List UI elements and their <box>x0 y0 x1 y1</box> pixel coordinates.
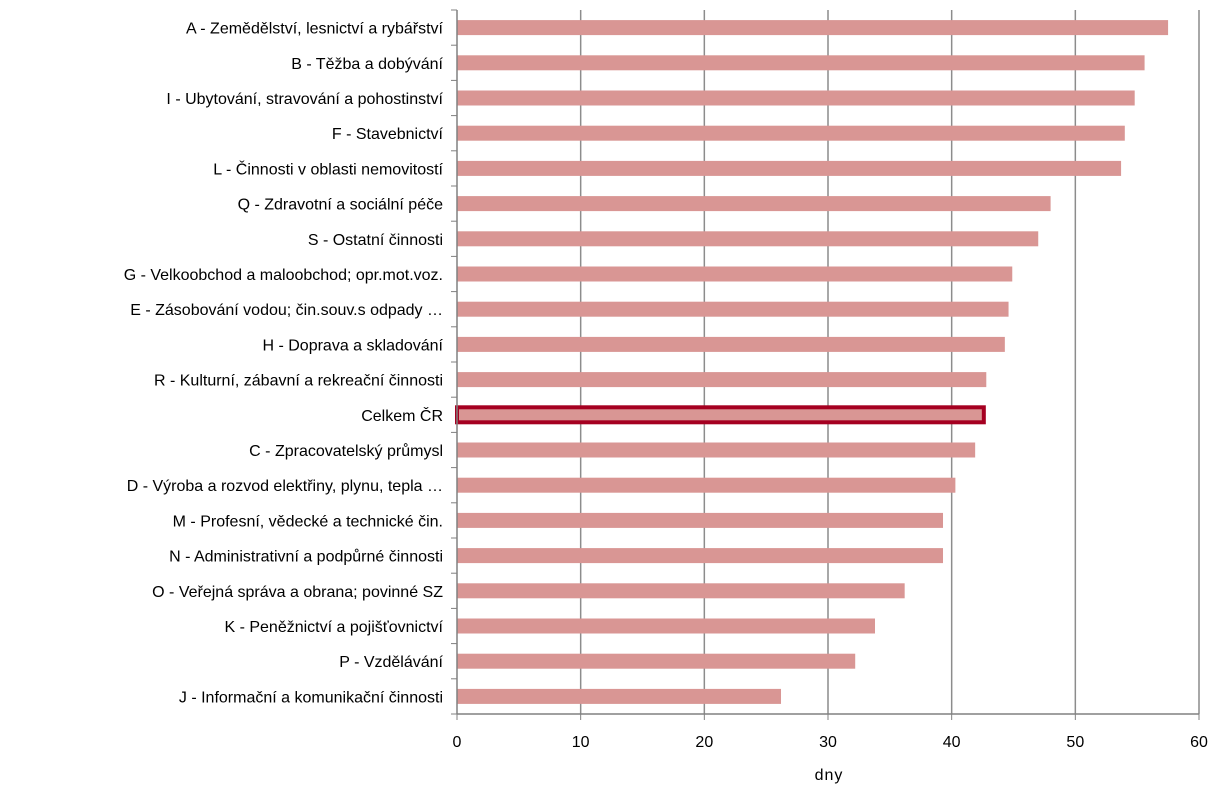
bar-3 <box>457 125 1125 141</box>
x-tick-label-1: 10 <box>572 734 590 751</box>
category-label-11: Celkem ČR <box>361 406 443 425</box>
category-label-1: B - Těžba a dobývání <box>291 56 443 73</box>
bar-5 <box>457 196 1051 212</box>
bar-12 <box>457 442 976 458</box>
bar-10 <box>457 372 987 388</box>
x-tick-label-5: 50 <box>1066 734 1084 751</box>
axes <box>451 9 1200 720</box>
bar-8 <box>457 301 1009 317</box>
x-axis-title: dny <box>815 767 844 784</box>
category-label-18: P - Vzdělávání <box>339 654 443 671</box>
category-label-17: K - Peněžnictví a pojišťovnictví <box>224 619 443 636</box>
bar-7 <box>457 266 1013 282</box>
x-tick-label-2: 20 <box>695 734 713 751</box>
bar-0 <box>457 20 1169 36</box>
x-tick-labels: 0 10 20 30 40 50 60 <box>453 734 1208 751</box>
bar-2 <box>457 90 1135 106</box>
bar-15 <box>457 548 944 564</box>
category-label-0: A - Zemědělství, lesnictví a rybářství <box>186 21 444 38</box>
category-label-2: I - Ubytování, stravování a pohostinství <box>166 91 443 108</box>
category-label-10: R - Kulturní, zábavní a rekreační činnos… <box>154 373 443 390</box>
category-label-13: D - Výroba a rozvod elektřiny, plynu, te… <box>127 478 443 495</box>
category-label-7: G - Velkoobchod a maloobchod; opr.mot.vo… <box>124 267 443 284</box>
category-label-3: F - Stavebnictví <box>332 126 444 143</box>
category-label-14: M - Profesní, vědecké a technické čin. <box>173 513 443 530</box>
category-label-5: Q - Zdravotní a sociální péče <box>238 197 444 214</box>
category-label-15: N - Administrativní a podpůrné činnosti <box>169 548 443 566</box>
x-tick-label-6: 60 <box>1190 734 1208 751</box>
bar-16 <box>457 583 905 599</box>
category-label-8: E - Zásobování vodou; čin.souv.s odpady … <box>130 302 443 319</box>
bar-18 <box>457 653 856 669</box>
category-label-12: C - Zpracovatelský průmysl <box>249 442 443 460</box>
category-label-16: O - Veřejná správa a obrana; povinné SZ <box>152 584 443 601</box>
x-tick-label-3: 30 <box>819 734 837 751</box>
x-tick-label-0: 0 <box>453 734 462 751</box>
category-label-4: L - Činnosti v oblasti nemovitostí <box>213 159 443 178</box>
bar-13 <box>457 477 956 493</box>
bars <box>455 20 1169 704</box>
category-labels: A - Zemědělství, lesnictví a rybářství B … <box>124 21 444 707</box>
x-tick-label-4: 40 <box>943 734 961 751</box>
bar-9 <box>457 336 1005 352</box>
bar-4 <box>457 160 1122 176</box>
bar-1 <box>457 55 1145 71</box>
category-label-19: J - Informační a komunikační činnosti <box>179 689 443 706</box>
bar-6 <box>457 231 1039 247</box>
bar-19 <box>457 688 782 704</box>
category-label-6: S - Ostatní činnosti <box>308 232 443 249</box>
bar-17 <box>457 618 875 634</box>
bar-highlight <box>455 405 986 425</box>
grid-lines <box>579 10 1200 714</box>
bar-14 <box>457 512 944 528</box>
category-label-9: H - Doprava a skladování <box>262 337 443 354</box>
